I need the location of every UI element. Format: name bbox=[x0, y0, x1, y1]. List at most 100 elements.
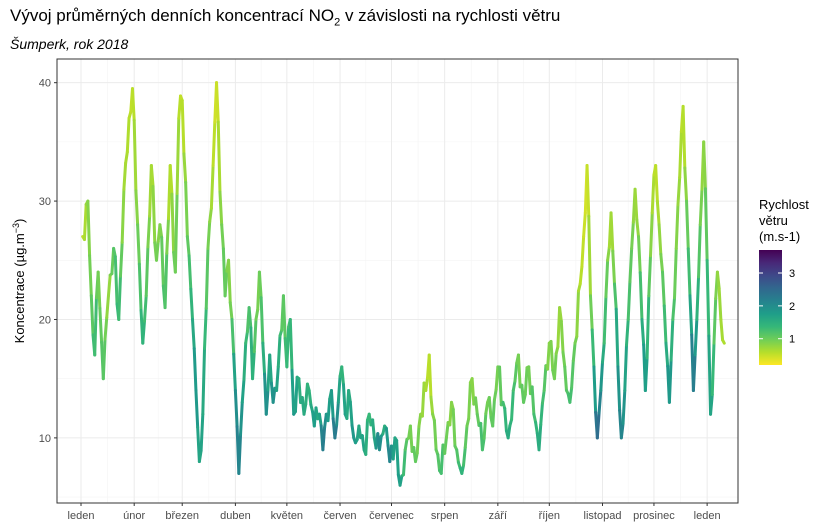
series-segment bbox=[559, 319, 565, 354]
y-axis: 10 20 30 40 bbox=[39, 78, 57, 445]
series-segment bbox=[340, 365, 345, 387]
series-segment bbox=[391, 436, 397, 461]
series-segment bbox=[154, 240, 160, 262]
series-segment bbox=[443, 436, 448, 455]
series-segment bbox=[215, 81, 220, 124]
series-segment bbox=[220, 223, 225, 251]
series-segment bbox=[592, 365, 598, 414]
series-segment bbox=[588, 294, 594, 332]
series-segment bbox=[113, 255, 119, 306]
series-segment bbox=[491, 398, 496, 428]
series-segment bbox=[516, 353, 522, 389]
series-segment bbox=[585, 164, 591, 218]
series-segment bbox=[511, 379, 517, 393]
series-segment bbox=[480, 436, 486, 452]
series-segment bbox=[89, 294, 95, 337]
series-segment bbox=[645, 294, 651, 360]
series-segment bbox=[463, 424, 469, 449]
series-segment bbox=[203, 306, 208, 350]
series-segment bbox=[678, 129, 683, 179]
series-segment bbox=[685, 199, 690, 251]
series-segment bbox=[281, 294, 287, 340]
series-segment bbox=[254, 308, 260, 321]
series-segment bbox=[105, 294, 110, 320]
series-segment bbox=[199, 412, 205, 453]
y-tick-label: 10 bbox=[39, 433, 51, 445]
series-segment bbox=[635, 218, 641, 239]
series-segment bbox=[570, 359, 575, 390]
series-segment bbox=[228, 301, 234, 321]
series-segment bbox=[580, 235, 586, 269]
series-segment bbox=[197, 449, 203, 464]
series-segment bbox=[227, 258, 232, 305]
series-segment bbox=[122, 161, 128, 191]
series-segment bbox=[288, 317, 294, 372]
series-segment bbox=[103, 316, 109, 341]
series-segment bbox=[429, 395, 435, 416]
series-segment bbox=[537, 423, 543, 452]
series-segment bbox=[649, 211, 654, 258]
x-tick-label: květen bbox=[271, 510, 303, 522]
series-segment bbox=[293, 375, 299, 414]
series-segment bbox=[170, 192, 176, 254]
legend-title-line-1: Rychlost bbox=[759, 197, 809, 212]
series-segment bbox=[118, 240, 124, 278]
series-segment bbox=[606, 245, 611, 262]
series-segment bbox=[146, 214, 152, 249]
series-segment bbox=[341, 383, 347, 416]
series-segment bbox=[643, 356, 649, 393]
series-segment bbox=[674, 203, 680, 250]
x-tick-label: srpen bbox=[431, 510, 459, 522]
series-segment bbox=[136, 223, 141, 266]
series-segment bbox=[326, 397, 332, 423]
x-tick-label: leden bbox=[694, 510, 721, 522]
series-segment bbox=[710, 341, 716, 397]
series-segment bbox=[184, 180, 189, 239]
title-prefix: Vývoj průměrných denních koncentrací NO bbox=[10, 6, 335, 25]
y-axis-label-main: Koncentrace (µg.m bbox=[12, 233, 27, 343]
x-tick-label: září bbox=[489, 510, 507, 522]
series-segment bbox=[487, 396, 493, 420]
series-segment bbox=[252, 317, 258, 354]
series-segment bbox=[712, 297, 718, 345]
y-axis-label-end: ) bbox=[12, 219, 27, 223]
series-segment bbox=[335, 400, 340, 427]
series-segment bbox=[137, 262, 143, 312]
series-segment bbox=[307, 389, 313, 407]
series-segment bbox=[451, 407, 457, 448]
series-segment bbox=[141, 319, 146, 345]
series-segment bbox=[402, 448, 407, 477]
series-segment bbox=[625, 317, 630, 347]
y-tick-label: 30 bbox=[39, 196, 51, 208]
series-segment bbox=[539, 401, 544, 427]
series-segment bbox=[204, 246, 210, 310]
series-segment bbox=[587, 214, 592, 298]
series-segment bbox=[659, 252, 665, 274]
series-segment bbox=[125, 116, 131, 154]
series-segment bbox=[721, 338, 726, 345]
series-segment bbox=[377, 434, 383, 452]
series-segment bbox=[192, 347, 198, 393]
series-segment bbox=[216, 120, 222, 194]
series-segment bbox=[599, 360, 604, 393]
series-segment bbox=[251, 350, 256, 381]
series-segment bbox=[160, 235, 165, 288]
series-segment bbox=[669, 317, 675, 362]
series-segment bbox=[506, 424, 512, 440]
series-segment bbox=[384, 426, 390, 448]
series-segment bbox=[194, 389, 200, 429]
y-tick-label: 40 bbox=[39, 78, 51, 90]
series-segment bbox=[175, 116, 181, 195]
series-segment bbox=[513, 361, 519, 383]
series-segment bbox=[542, 364, 548, 393]
legend-tick-label: 2 bbox=[789, 301, 795, 313]
series-segment bbox=[244, 330, 249, 345]
series-segment bbox=[191, 317, 196, 351]
legend-ticks: 1 2 3 bbox=[759, 268, 795, 346]
series-segment bbox=[134, 189, 140, 227]
x-tick-label: prosinec bbox=[633, 510, 675, 522]
x-tick-label: březen bbox=[165, 510, 199, 522]
series-segment bbox=[482, 411, 488, 440]
x-tick-label: leden bbox=[68, 510, 95, 522]
